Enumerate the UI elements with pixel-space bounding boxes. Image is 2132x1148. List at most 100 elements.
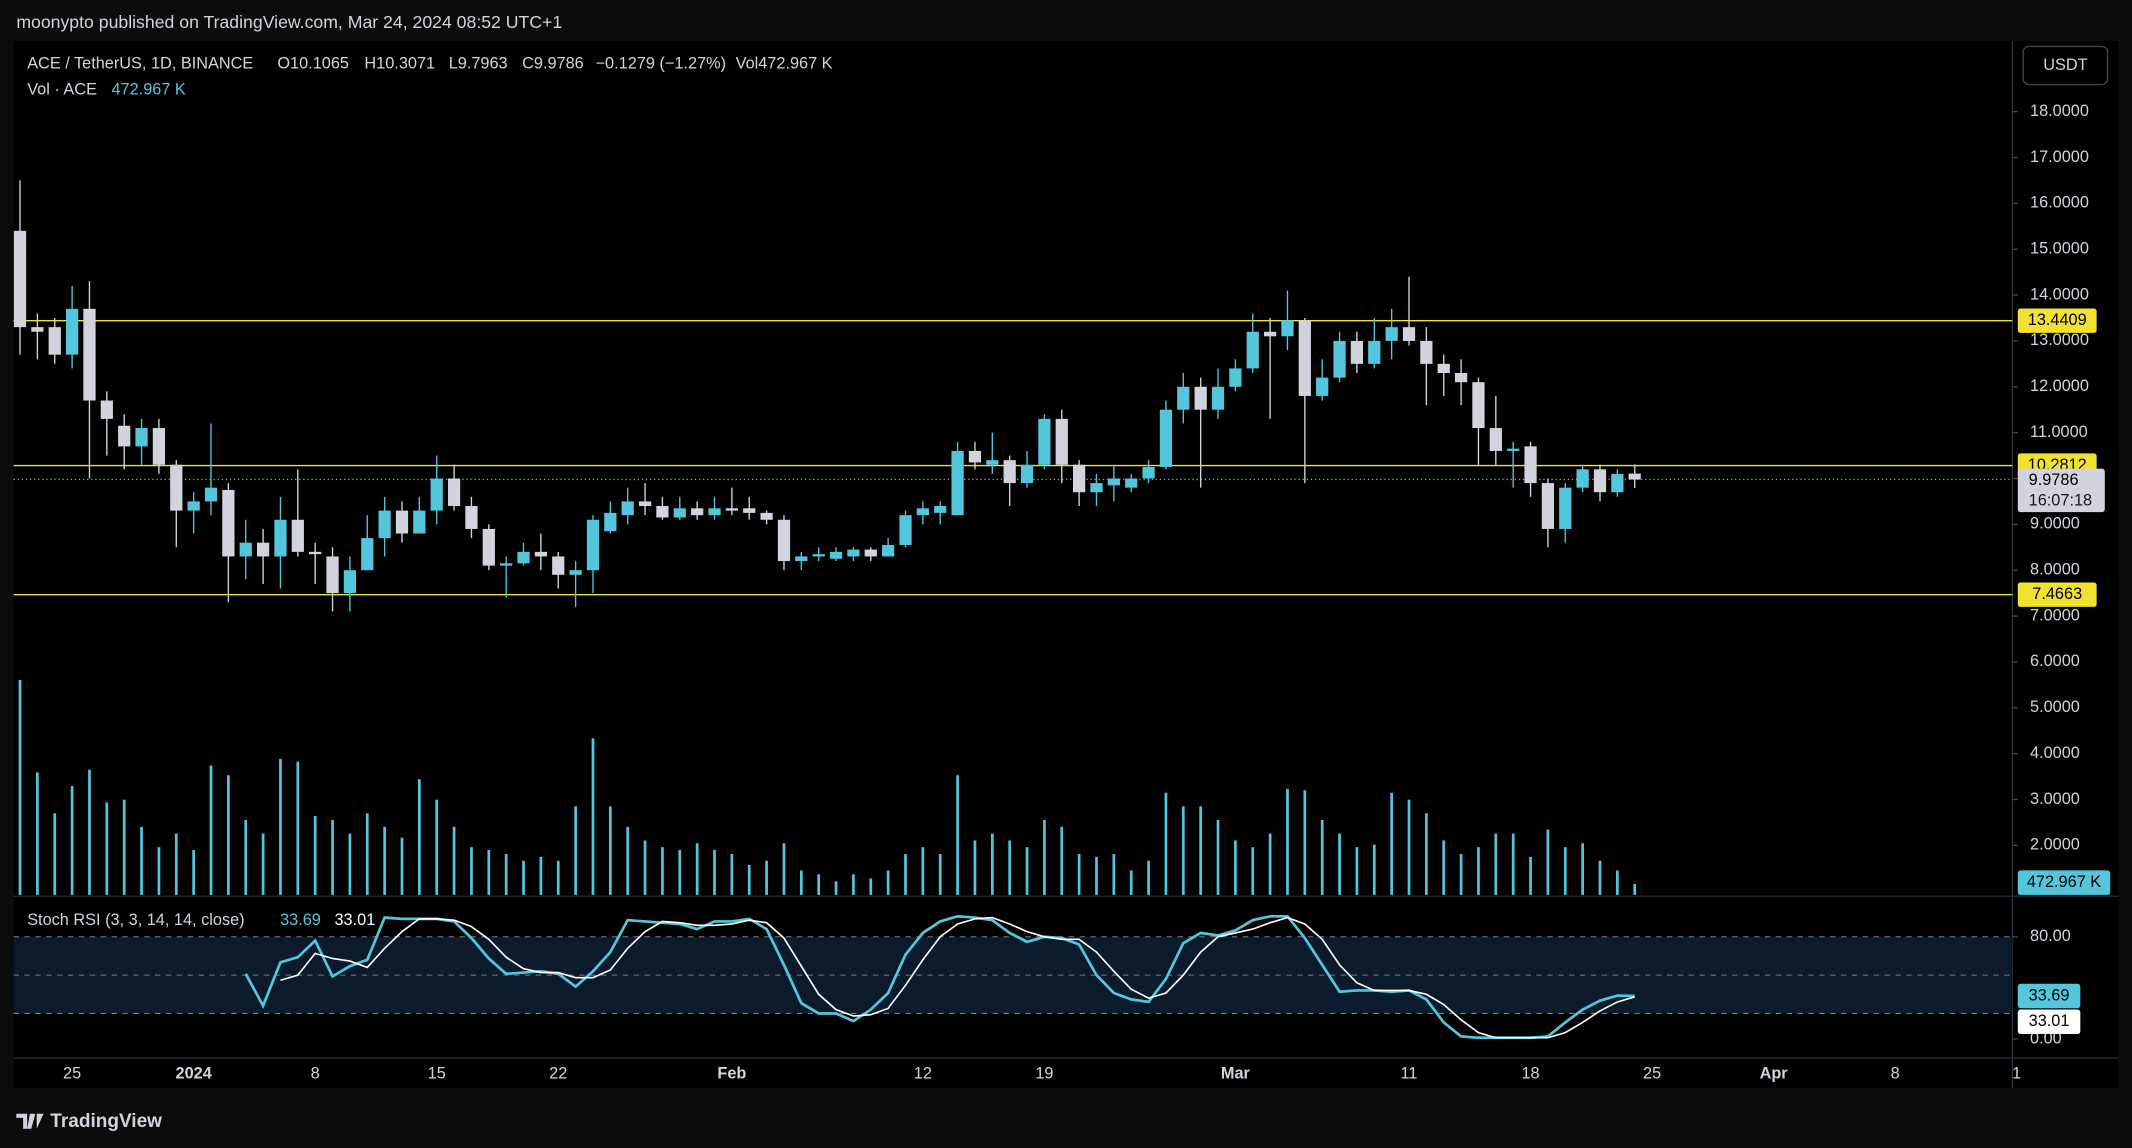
legend-volume: Vol472.967 K: [736, 54, 833, 72]
legend-close: C9.9786: [522, 54, 584, 72]
x-tick-label: 1: [2012, 1065, 2021, 1083]
candle-body: [1125, 478, 1138, 488]
y-tick-label: 3.0000: [2030, 790, 2080, 808]
candle-body: [1472, 382, 1485, 429]
candle-body: [1281, 320, 1294, 337]
volume-bar: [765, 860, 768, 895]
candle-body: [586, 519, 600, 571]
legend-open: O10.1065: [277, 54, 349, 72]
volume-bar: [140, 826, 143, 895]
candle-body: [725, 508, 738, 511]
volume-bar: [1320, 819, 1324, 895]
candle-body: [413, 510, 426, 534]
y-tick-label: 11.0000: [2030, 423, 2088, 441]
volume-bar: [1147, 860, 1150, 895]
y-tick-label: 4.0000: [2030, 744, 2080, 762]
volume-bar: [105, 802, 109, 895]
volume-bar: [1303, 790, 1307, 895]
candle-body: [1177, 386, 1190, 410]
volume-bar: [365, 813, 369, 895]
volume-bar: [938, 854, 942, 895]
legend: ACE / TetherUS, 1D, BINANCE O10.1065 H10…: [27, 54, 832, 929]
y-tick-label: 17.0000: [2030, 148, 2089, 166]
volume-bar: [1633, 883, 1637, 895]
candle-body: [170, 464, 183, 511]
volume-bar: [1355, 847, 1359, 895]
volume-bar: [504, 854, 508, 895]
candle-body: [1559, 487, 1572, 529]
volume-bar: [1529, 856, 1532, 895]
y-tick-label: 9.0000: [2030, 515, 2080, 533]
candle-body: [1541, 483, 1555, 529]
x-tick-label: 2024: [176, 1065, 212, 1083]
volume-bar: [261, 833, 265, 895]
candle-body: [1107, 478, 1120, 486]
y-tick-label: 5.0000: [2030, 698, 2080, 716]
volume-bar: [1511, 833, 1515, 895]
volume-bar: [1008, 840, 1012, 895]
button-label[interactable]: USDT: [2043, 56, 2087, 74]
volume-bar: [1372, 844, 1376, 895]
button-frame[interactable]: [2022, 45, 2109, 86]
candle-body: [222, 489, 235, 557]
y-tick-label: 2.0000: [2030, 836, 2080, 854]
volume-label-box: [2017, 870, 2111, 895]
y-tick-label: 14.0000: [2030, 285, 2089, 303]
volume-bar: [591, 738, 595, 895]
x-tick-label: 25: [63, 1065, 81, 1083]
x-tick-label: Mar: [1221, 1065, 1251, 1083]
y-tick-label: 16.0000: [2030, 194, 2089, 212]
level-label: 13.4409: [2028, 311, 2087, 329]
volume-bar: [53, 813, 57, 895]
candle-body: [882, 544, 895, 557]
volume-bar: [435, 799, 439, 895]
volume-bar: [1563, 847, 1567, 895]
candle-body: [1333, 340, 1346, 378]
volume-bar: [973, 840, 977, 895]
candle-body: [309, 551, 322, 555]
candle-body: [1038, 418, 1051, 465]
y-tick-label: 7.0000: [2030, 606, 2080, 624]
y-tick-label: 13.0000: [2030, 331, 2089, 349]
candle-body: [1420, 340, 1433, 364]
candle-body: [899, 515, 912, 545]
volume-bar: [1338, 833, 1341, 895]
volume-bar: [990, 833, 994, 895]
volume-bar: [383, 826, 386, 895]
volume-bar: [1199, 806, 1203, 895]
candle-body: [638, 501, 652, 507]
candle-body: [552, 556, 565, 575]
x-tick-label: 15: [428, 1065, 446, 1083]
candle-body: [274, 519, 287, 557]
candle-body: [916, 508, 929, 516]
volume-bar: [348, 833, 352, 895]
candle-body: [1593, 469, 1607, 493]
stoch-line: [280, 916, 1635, 1039]
candle-body: [1316, 377, 1329, 396]
volume-title: Vol · ACE: [27, 80, 97, 98]
volume-bar: [1234, 840, 1237, 895]
brand: TradingView: [50, 1111, 162, 1132]
candle-body: [934, 506, 947, 513]
candle-body: [760, 512, 773, 520]
candle-body: [395, 510, 409, 534]
volume-bar: [1459, 854, 1463, 895]
candle-body: [48, 327, 61, 355]
volume-bar: [1095, 856, 1098, 895]
candle-body: [31, 327, 44, 332]
candle-body: [378, 510, 391, 539]
level-label: 7.4663: [2032, 585, 2082, 603]
volume-bar: [1077, 854, 1081, 895]
stoch-value-box: [2017, 983, 2081, 1009]
candle-body: [968, 450, 982, 463]
volume-bar: [852, 874, 855, 895]
volume-bar: [244, 819, 248, 895]
candle-body: [812, 554, 825, 557]
currency-button[interactable]: USDT: [2022, 45, 2109, 86]
volume-bar: [782, 843, 786, 895]
volume-bar: [886, 870, 890, 895]
candle-body: [1454, 373, 1468, 383]
volume-bar: [695, 843, 699, 895]
x-tick-label: 22: [549, 1065, 567, 1083]
